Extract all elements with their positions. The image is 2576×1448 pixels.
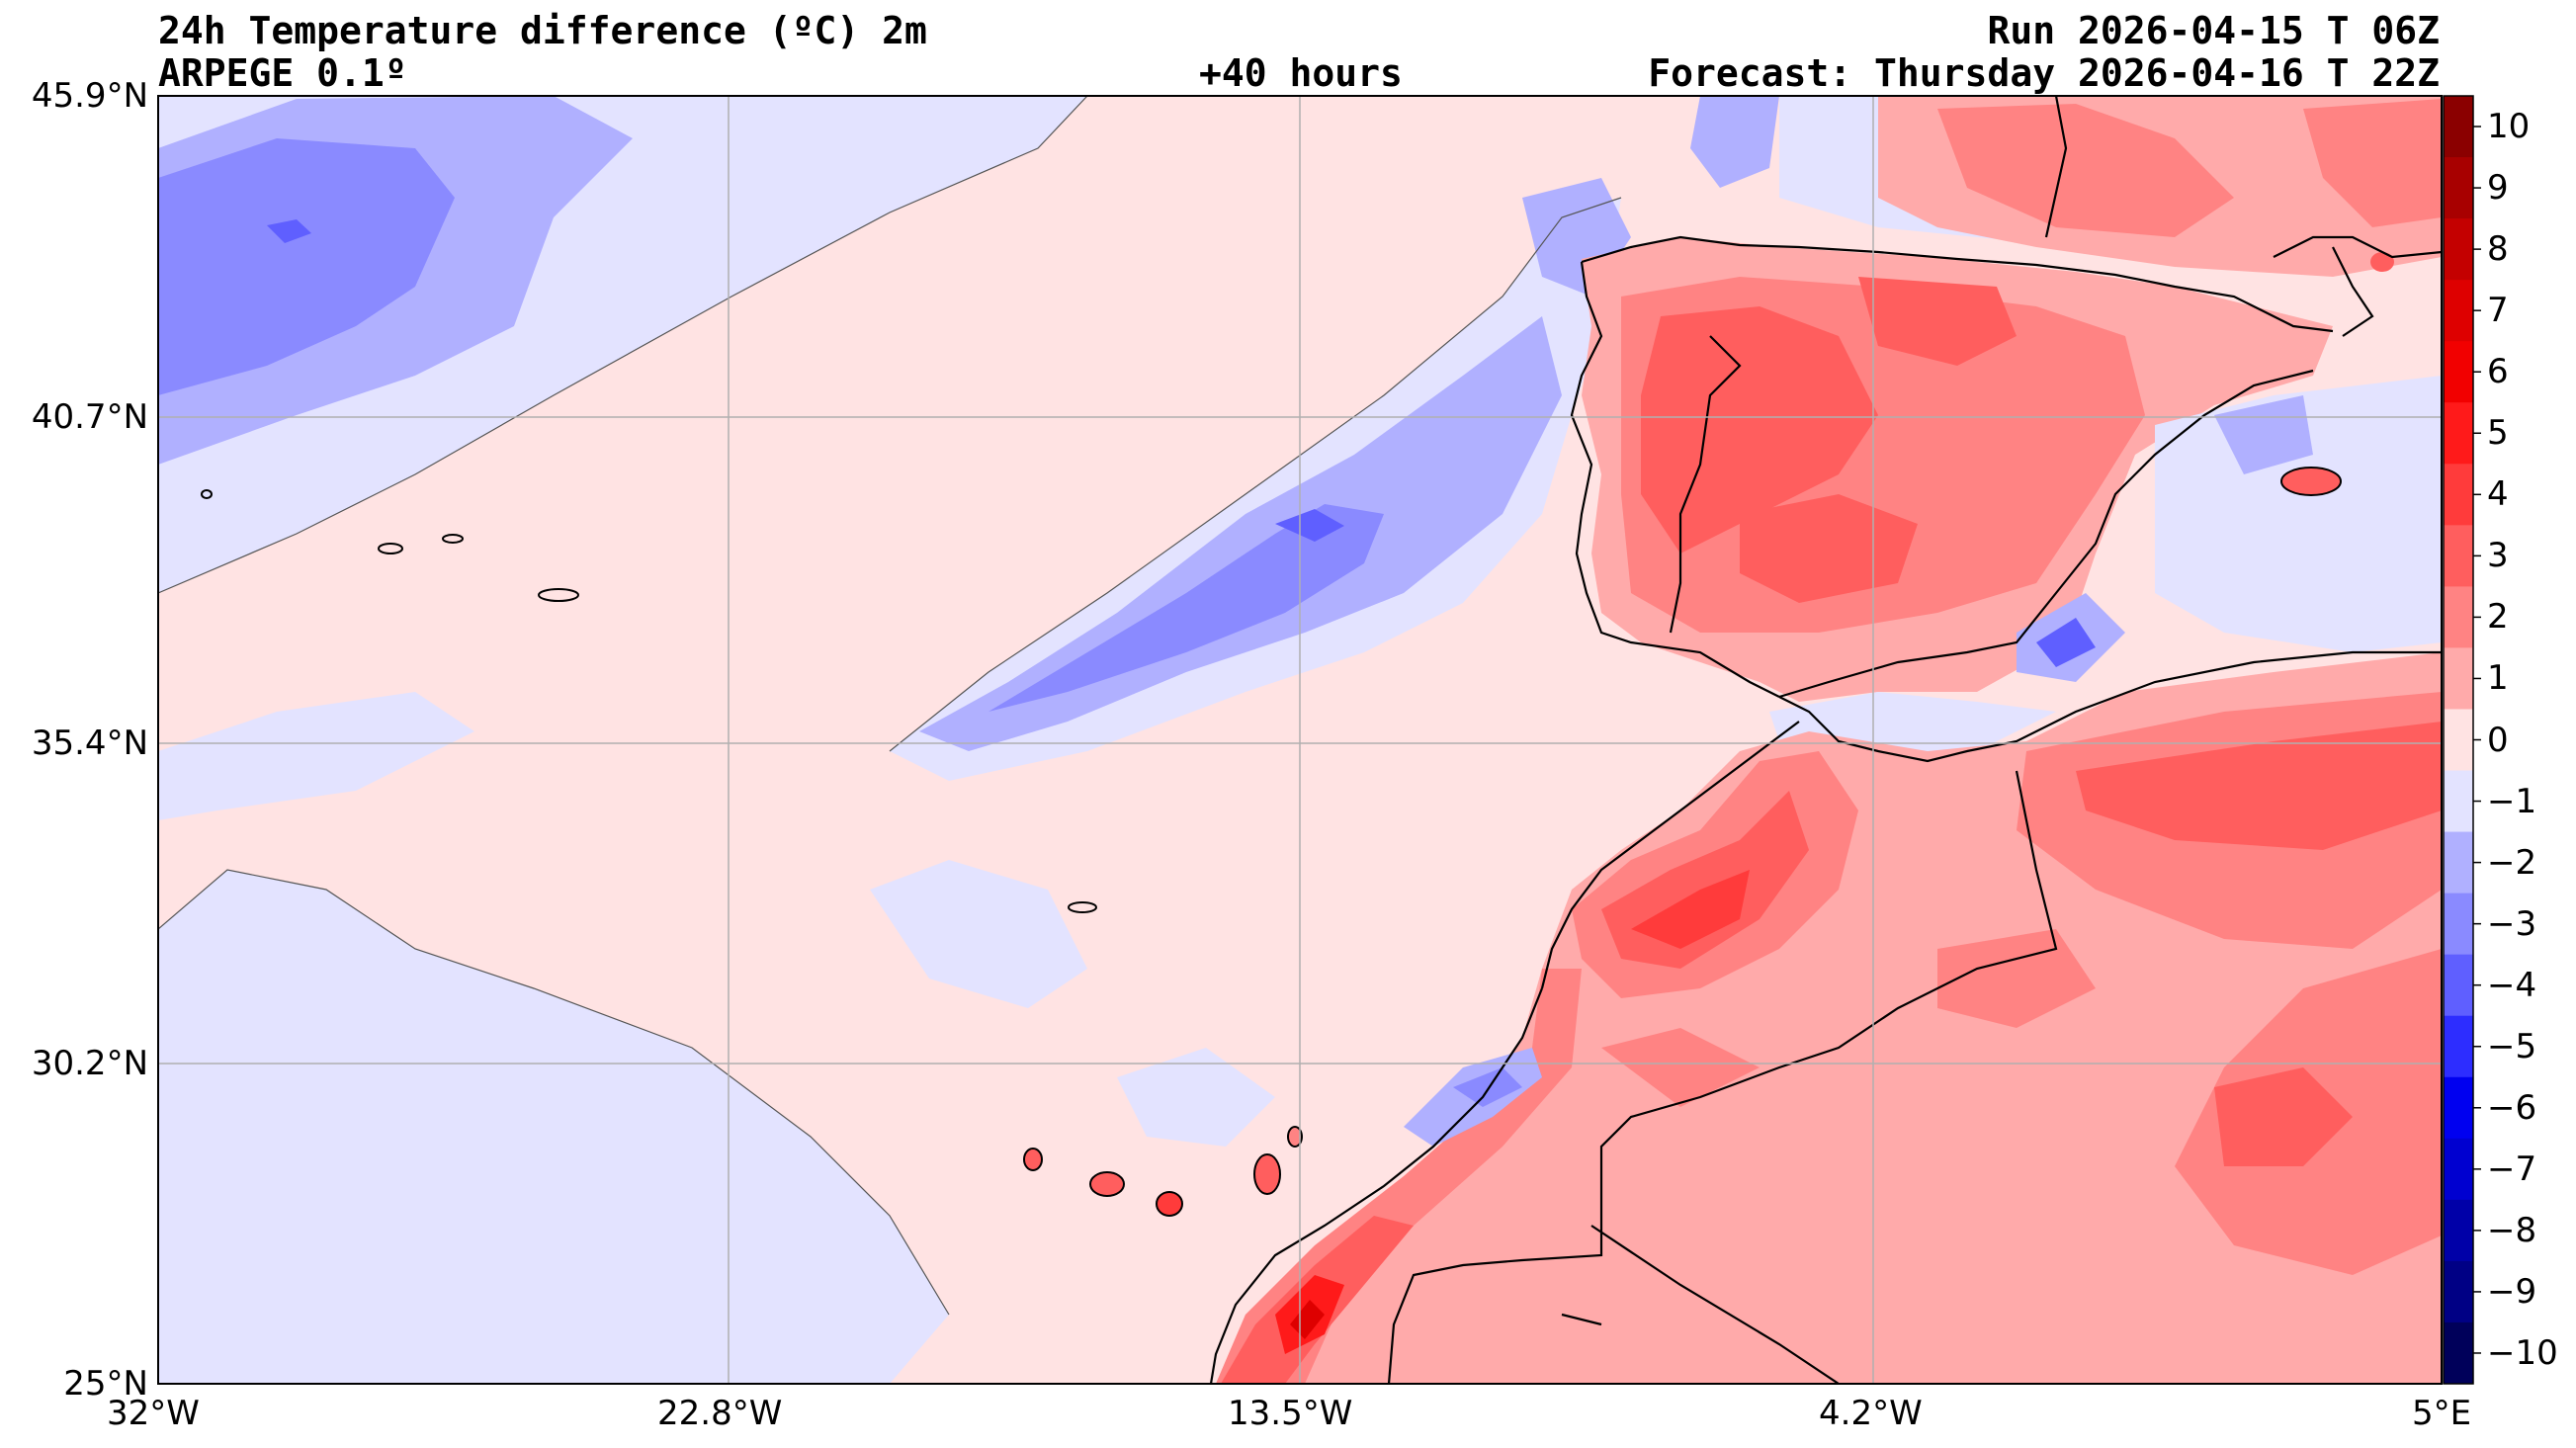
colorbar-label: 8 bbox=[2487, 229, 2509, 270]
lat-tick-label: 45.9°N bbox=[31, 76, 148, 116]
colorbar-segment bbox=[2444, 770, 2473, 833]
colorbar-segment bbox=[2444, 1321, 2473, 1385]
lat-tick-label: 35.4°N bbox=[31, 724, 148, 763]
colorbar-label: −7 bbox=[2487, 1149, 2537, 1189]
colorbar-segment bbox=[2444, 586, 2473, 648]
lead-time-label: +40 hours bbox=[1199, 51, 1403, 95]
colorbar-label: −5 bbox=[2487, 1026, 2537, 1066]
colorbar-label: 9 bbox=[2487, 168, 2509, 209]
colorbar-label: 0 bbox=[2487, 720, 2509, 760]
colorbar-segment bbox=[2444, 218, 2473, 281]
islands bbox=[201, 467, 2342, 1217]
colorbar-segment bbox=[2444, 1260, 2473, 1323]
lon-tick-label: 5°E bbox=[2412, 1394, 2472, 1433]
lat-tick-label: 30.2°N bbox=[31, 1044, 148, 1083]
colorbar-label: −9 bbox=[2487, 1271, 2537, 1312]
colorbar-label: 4 bbox=[2487, 474, 2509, 515]
lat-tick-label: 25°N bbox=[63, 1364, 148, 1404]
model-label: ARPEGE 0.1º bbox=[158, 51, 407, 95]
lat-tick-label: 40.7°N bbox=[31, 397, 148, 437]
colorbar-label: 7 bbox=[2487, 291, 2509, 331]
coastlines bbox=[1209, 96, 2442, 1384]
colorbar-segment bbox=[2444, 464, 2473, 526]
colorbar-label: −2 bbox=[2487, 842, 2537, 883]
colorbar-label: 3 bbox=[2487, 536, 2509, 576]
colorbar-segment bbox=[2444, 893, 2473, 956]
lon-tick-label: 32°W bbox=[107, 1394, 200, 1433]
colorbar-segment bbox=[2444, 525, 2473, 587]
colorbar-segment bbox=[2444, 647, 2473, 710]
colorbar-segment bbox=[2444, 1138, 2473, 1201]
colorbar-segment bbox=[2444, 1076, 2473, 1140]
colorbar-segment bbox=[2444, 280, 2473, 342]
colorbar-label: 6 bbox=[2487, 352, 2509, 392]
colorbar-label: 2 bbox=[2487, 597, 2509, 638]
contour-lines bbox=[158, 96, 1622, 1316]
colorbar-label: 10 bbox=[2487, 107, 2531, 147]
colorbar bbox=[2443, 95, 2481, 1385]
colorbar-segment bbox=[2444, 341, 2473, 403]
run-label: Run 2026-04-15 T 06Z bbox=[1987, 9, 2440, 52]
colorbar-segment bbox=[2444, 1015, 2473, 1078]
colorbar-segment bbox=[2444, 96, 2473, 158]
colorbar-segment bbox=[2444, 709, 2473, 772]
colorbar-label: 5 bbox=[2487, 413, 2509, 454]
map-frame bbox=[157, 95, 2443, 1385]
colorbar-label: −3 bbox=[2487, 903, 2537, 944]
colorbar-segment bbox=[2444, 402, 2473, 465]
forecast-label: Forecast: Thursday 2026-04-16 T 22Z bbox=[1648, 51, 2440, 95]
colorbar-label: −6 bbox=[2487, 1087, 2537, 1128]
lon-tick-label: 13.5°W bbox=[1228, 1394, 1353, 1433]
colorbar-label: −4 bbox=[2487, 965, 2537, 1005]
colorbar-segment bbox=[2444, 831, 2473, 894]
gridlines bbox=[158, 96, 2442, 1384]
lon-tick-label: 22.8°W bbox=[657, 1394, 783, 1433]
colorbar-segment bbox=[2444, 157, 2473, 219]
colorbar-segment bbox=[2444, 1199, 2473, 1262]
chart-title: 24h Temperature difference (ºC) 2m bbox=[158, 9, 927, 52]
colorbar-label: 1 bbox=[2487, 658, 2509, 699]
colorbar-label: −10 bbox=[2487, 1332, 2558, 1373]
colorbar-label: −1 bbox=[2487, 781, 2537, 821]
colorbar-segment bbox=[2444, 954, 2473, 1017]
colorbar-label: −8 bbox=[2487, 1210, 2537, 1250]
lon-tick-label: 4.2°W bbox=[1819, 1394, 1923, 1433]
